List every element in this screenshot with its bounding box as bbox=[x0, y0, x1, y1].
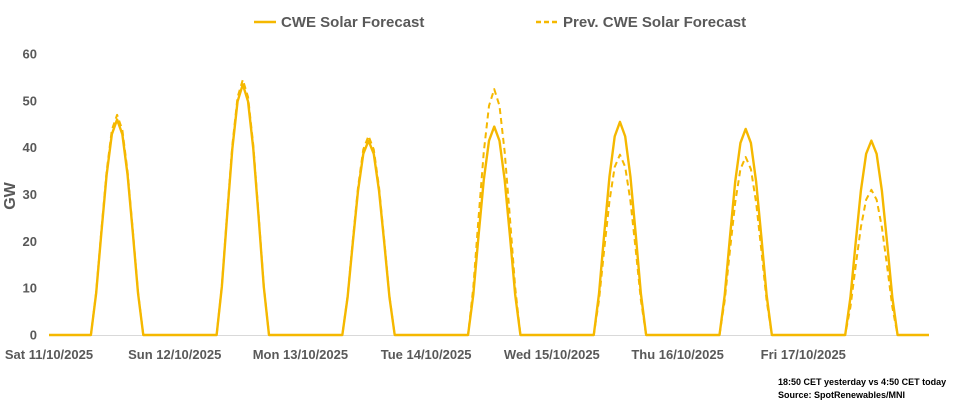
x-tick-label: Wed 15/10/2025 bbox=[504, 347, 600, 362]
x-tick-label: Tue 14/10/2025 bbox=[381, 347, 472, 362]
y-tick-label: 30 bbox=[23, 187, 37, 202]
legend: CWE Solar Forecast Prev. CWE Solar Foreca… bbox=[254, 14, 746, 31]
x-tick-label: Mon 13/10/2025 bbox=[253, 347, 348, 362]
y-tick-label: 50 bbox=[23, 93, 37, 108]
y-tick-label: 40 bbox=[23, 140, 37, 155]
comparison-note: 18:50 CET yesterday vs 4:50 CET today bbox=[778, 377, 947, 387]
legend-label: Prev. CWE Solar Forecast bbox=[563, 14, 746, 31]
y-tick-label: 10 bbox=[23, 281, 37, 296]
legend-label: CWE Solar Forecast bbox=[281, 14, 424, 31]
series-line-prev-forecast bbox=[49, 78, 929, 336]
y-axis-title: GW bbox=[2, 181, 19, 209]
y-tick-label: 20 bbox=[23, 234, 37, 249]
y-axis: GW 0 10 20 30 40 50 60 bbox=[2, 47, 37, 343]
x-axis: Sat 11/10/2025 Sun 12/10/2025 Mon 13/10/20… bbox=[5, 335, 929, 362]
x-tick-label: Sun 12/10/2025 bbox=[128, 347, 221, 362]
x-tick-label: Sat 11/10/2025 bbox=[5, 347, 93, 362]
series-line-forecast bbox=[49, 83, 929, 337]
source-note: Source: SpotRenewables/MNI bbox=[778, 390, 906, 400]
x-tick-label: Thu 16/10/2025 bbox=[631, 347, 724, 362]
x-tick-label: Fri 17/10/2025 bbox=[761, 347, 846, 362]
y-tick-label: 60 bbox=[23, 47, 37, 62]
series-layer bbox=[49, 78, 929, 337]
y-tick-label: 0 bbox=[30, 328, 37, 343]
